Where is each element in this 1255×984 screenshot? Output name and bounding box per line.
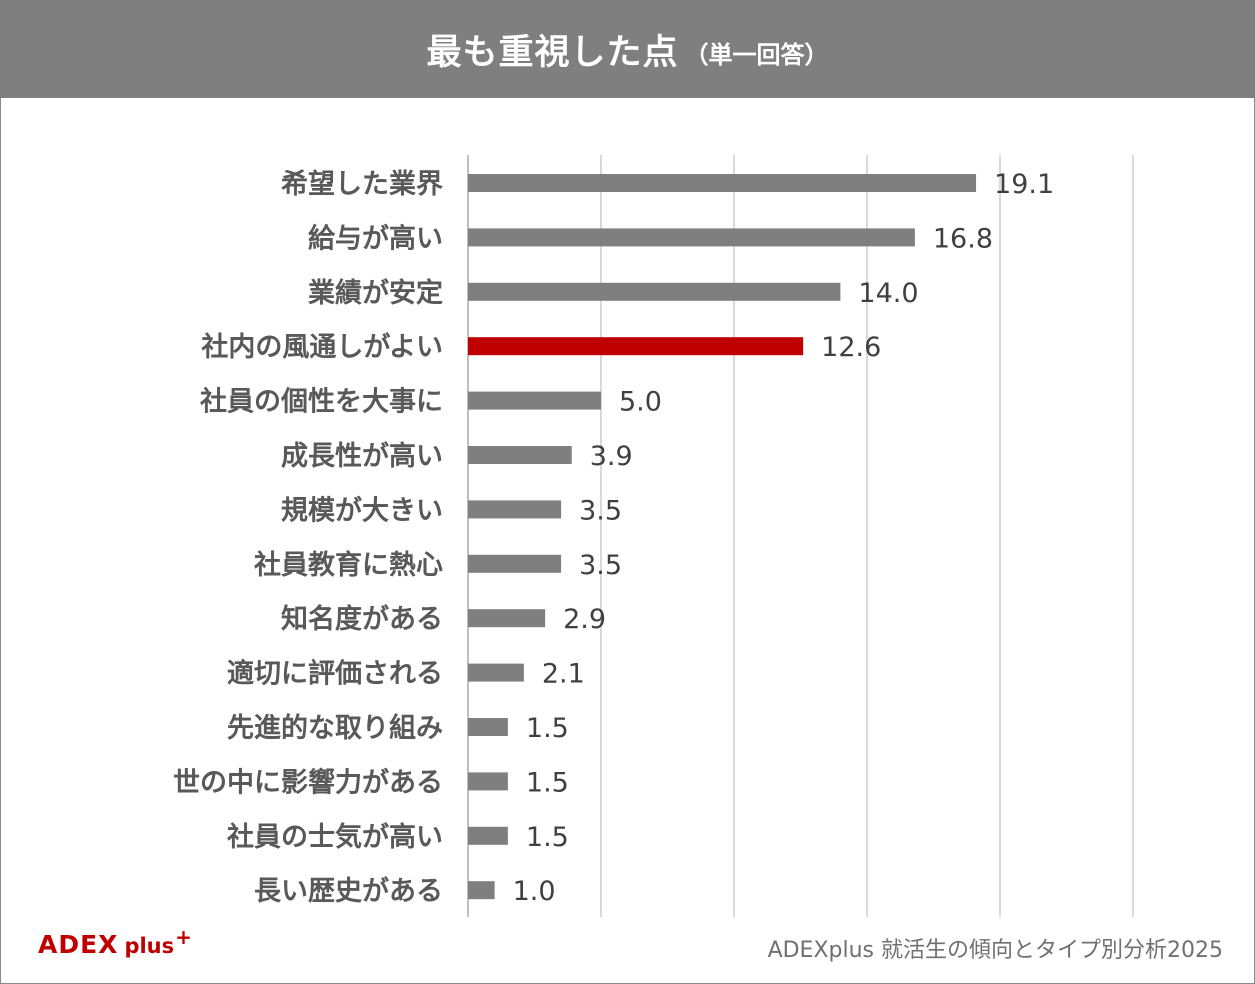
bar (468, 174, 977, 192)
value-label: 19.1 (994, 169, 1054, 200)
category-label: 長い歴史がある (254, 875, 443, 907)
value-label: 3.5 (579, 550, 622, 581)
category-label: 希望した業界 (281, 169, 443, 200)
category-label: 先進的な取り組み (227, 712, 443, 744)
logo-plus-text: plus (124, 934, 175, 958)
gridlines (467, 155, 1134, 917)
value-label: 1.5 (526, 822, 569, 853)
category-label: 知名度がある (281, 603, 443, 635)
chart-header: 最も重視した点 （単一回答） (0, 0, 1255, 98)
category-label: 社員の個性を大事に (200, 386, 443, 418)
category-label: 業績が安定 (308, 277, 443, 309)
bar (468, 881, 495, 900)
logo-plus-mark: + (175, 925, 192, 949)
category-labels: 希望した業界給与が高い業績が安定社内の風通しがよい社員の個性を大事に成長性が高い… (173, 169, 443, 907)
bar (468, 826, 508, 845)
value-label: 3.5 (579, 495, 622, 526)
value-label: 14.0 (858, 278, 918, 309)
value-label: 1.5 (526, 713, 569, 744)
chart-subtitle: （単一回答） (684, 40, 829, 69)
value-label: 5.0 (619, 387, 662, 418)
bar (468, 446, 572, 464)
category-label: 社内の風通しがよい (201, 331, 443, 363)
value-label: 3.9 (590, 441, 633, 472)
category-label: 社員の士気が高い (227, 821, 443, 853)
chart-title: 最も重視した点 (426, 32, 679, 73)
bar (468, 718, 508, 736)
bar (468, 609, 546, 628)
bars (468, 174, 977, 900)
bar (468, 282, 841, 301)
value-label: 1.5 (526, 767, 569, 798)
bar (468, 663, 524, 682)
value-label: 1.0 (513, 876, 556, 907)
category-label: 世の中に影響力がある (173, 766, 443, 798)
category-label: 成長性が高い (281, 440, 443, 472)
bar (468, 500, 562, 519)
source-caption: ADEXplus 就活生の傾向とタイプ別分析2025 (767, 938, 1223, 963)
category-label: 規模が大きい (281, 494, 443, 526)
bar (468, 228, 915, 247)
value-label: 2.9 (563, 604, 606, 635)
logo-adex-text: ADEX (38, 930, 119, 959)
value-label: 2.1 (542, 659, 585, 690)
category-label: 適切に評価される (227, 658, 443, 690)
bar (468, 772, 508, 791)
category-label: 給与が高い (308, 222, 443, 254)
bar-highlighted (468, 337, 804, 356)
value-label: 16.8 (933, 223, 993, 254)
bar (468, 391, 601, 410)
value-label: 12.6 (821, 332, 881, 363)
category-label: 社員教育に熱心 (254, 549, 443, 581)
value-labels: 19.116.8 14.0 12.6 5.0 3.9 3.5 3.5 2.9 2.1 1.5 1.5… (513, 169, 1055, 907)
bar (468, 554, 562, 573)
adex-plus-logo: ADEX plus+ (38, 925, 192, 959)
